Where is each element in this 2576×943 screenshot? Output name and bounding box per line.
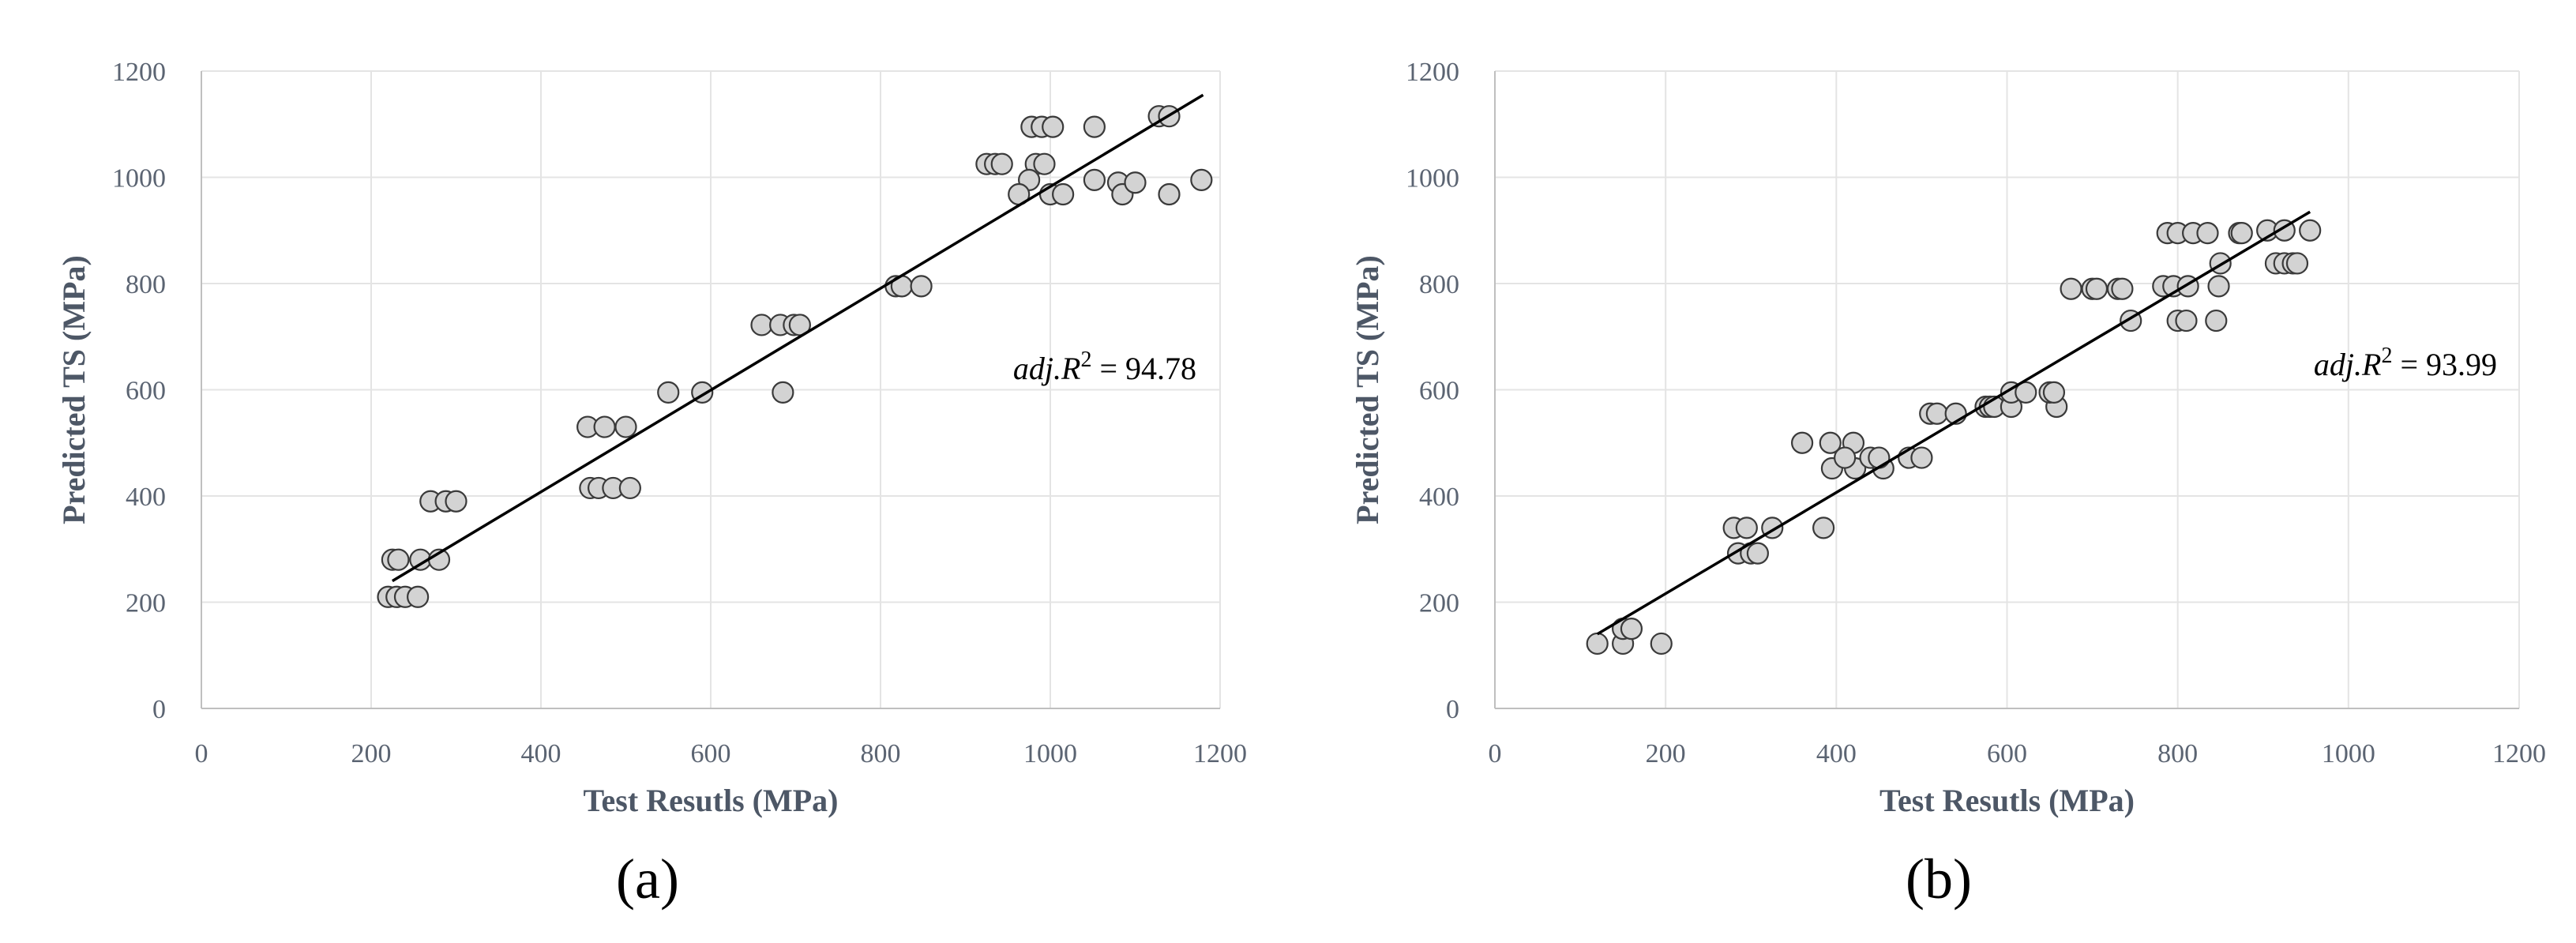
data-point: [1620, 618, 1643, 641]
x-tick-label: 600: [691, 739, 731, 768]
panel-label: (a): [616, 847, 679, 911]
data-point: [1650, 632, 1673, 656]
x-tick-label: 800: [2157, 739, 2198, 768]
data-point: [2205, 309, 2228, 332]
x-tick-label: 1000: [2322, 739, 2375, 768]
x-tick-label: 400: [1816, 739, 1857, 768]
data-point: [2196, 222, 2219, 245]
y-tick-label: 0: [152, 695, 166, 724]
x-tick-label: 800: [861, 739, 901, 768]
data-point: [1791, 431, 1814, 454]
y-tick-label: 400: [126, 483, 166, 512]
annotation-prefix: adj.R: [1013, 351, 1081, 386]
chart-panel-a: 0 200 400 600 800 1000 1200 0 200 400 600 800 1000 12…: [56, 58, 1247, 911]
y-tick-label: 400: [1419, 483, 1459, 512]
x-tick-label: 200: [351, 739, 392, 768]
annotation-value: = 93.99: [2392, 347, 2497, 382]
y-tick-label: 200: [1419, 589, 1459, 618]
data-point: [1158, 182, 1181, 206]
y-tick-label: 0: [1446, 695, 1459, 724]
data-point: [1083, 115, 1106, 138]
data-point: [1834, 446, 1857, 469]
data-point: [1735, 517, 1758, 539]
data-point: [990, 152, 1013, 175]
data-point: [2015, 381, 2037, 404]
data-point: [1746, 542, 1769, 565]
x-axis-title: Test Resutls (MPa): [1879, 783, 2135, 818]
data-point: [2111, 277, 2134, 300]
data-point: [1190, 168, 1213, 191]
adj-r2-annotation: adj.R2 = 94.78: [1013, 348, 1196, 386]
x-tick-label: 0: [195, 739, 208, 768]
annotation-superscript: 2: [1080, 348, 1091, 372]
y-tick-label: 600: [1419, 377, 1459, 406]
y-tick-label: 1000: [112, 164, 166, 193]
data-point: [1925, 402, 1948, 425]
trend-line: [391, 93, 1204, 583]
data-point: [614, 415, 637, 438]
y-axis-title: Predicted TS (MPa): [1350, 255, 1385, 524]
data-point: [618, 476, 641, 500]
trend-line: [1596, 210, 2311, 636]
x-axis-title: Test Resutls (MPa): [584, 783, 839, 818]
x-tick-label: 1200: [1193, 739, 1247, 768]
data-point: [2285, 252, 2309, 275]
y-tick-label: 1000: [1406, 164, 1459, 193]
data-point: [1124, 171, 1147, 194]
data-point: [1083, 168, 1106, 191]
x-tick-label: 200: [1646, 739, 1686, 768]
data-point: [772, 381, 794, 404]
data-point: [1042, 115, 1065, 138]
y-tick-label: 200: [126, 589, 166, 618]
adj-r2-annotation: adj.R2 = 93.99: [2314, 344, 2497, 382]
y-tick-label: 800: [126, 270, 166, 299]
data-point: [387, 548, 410, 571]
annotation-prefix: adj.R: [2314, 347, 2382, 382]
annotation-value: = 94.78: [1091, 351, 1196, 386]
data-point: [2042, 381, 2066, 404]
data-point: [2230, 222, 2253, 245]
data-point: [445, 490, 468, 513]
data-point: [1586, 632, 1609, 656]
x-tick-label: 400: [521, 739, 561, 768]
x-tick-label: 0: [1489, 739, 1502, 768]
y-tick-label: 600: [126, 377, 166, 406]
panel-label: (b): [1906, 847, 1972, 911]
data-point: [407, 585, 430, 608]
y-tick-label: 1200: [1406, 58, 1459, 87]
chart-panel-b: 0 200 400 600 800 1000 1200 0 200 400 600 800 1000 12…: [1350, 58, 2546, 911]
x-tick-label: 1200: [2492, 739, 2546, 768]
x-tick-label: 1000: [1023, 739, 1077, 768]
data-point: [2299, 219, 2322, 242]
data-point: [1910, 446, 1933, 469]
data-point: [1812, 517, 1835, 539]
x-tick-label: 600: [1987, 739, 2027, 768]
data-point: [910, 275, 933, 298]
y-axis-title: Predicted TS (MPa): [56, 255, 92, 524]
data-point: [2085, 277, 2108, 300]
data-point: [2175, 309, 2198, 332]
data-point: [1819, 431, 1842, 454]
data-point: [1052, 182, 1075, 206]
data-point: [2207, 275, 2230, 298]
y-tick-label: 800: [1419, 270, 1459, 299]
data-point: [1033, 152, 1056, 175]
y-tick-label: 1200: [112, 58, 166, 87]
data-point: [593, 415, 616, 438]
annotation-superscript: 2: [2381, 344, 2392, 368]
data-point: [2060, 277, 2082, 300]
data-point: [657, 381, 680, 404]
data-point: [1868, 446, 1891, 469]
data-point: [750, 314, 773, 336]
